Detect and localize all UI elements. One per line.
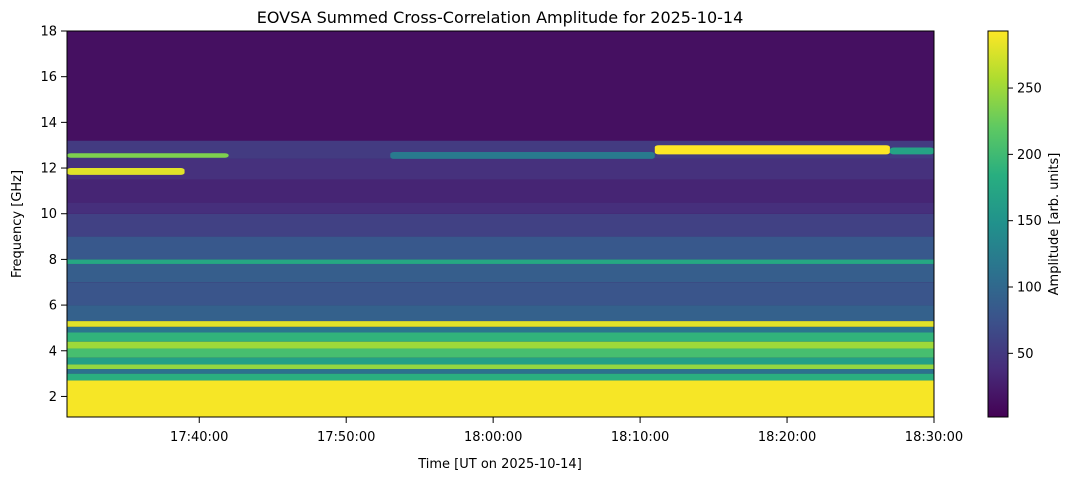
emission-feature-4 — [889, 147, 934, 155]
y-tick-label-7: 16 — [40, 70, 57, 85]
colorbar-tick-label-1: 100 — [1017, 281, 1042, 296]
y-tick-label-8: 18 — [40, 25, 57, 40]
frequency-band-8 — [67, 326, 934, 333]
x-tick-label-3: 18:10:00 — [611, 430, 669, 445]
frequency-band-17 — [67, 179, 934, 203]
colorbar-ticks: 50 100 150 200 250 — [1008, 82, 1042, 362]
colorbar-gradient — [987, 30, 1009, 418]
frequency-band-13 — [67, 259, 934, 264]
colorbar: 50 100 150 200 250 Amplitude [arb. units] — [987, 30, 1062, 418]
frequency-band-20 — [67, 31, 934, 141]
chart-title: EOVSA Summed Cross-Correlation Amplitude… — [257, 8, 744, 27]
x-tick-label-1: 17:50:00 — [317, 430, 375, 445]
frequency-band-14 — [67, 236, 934, 260]
x-axis-label: Time [UT on 2025-10-14] — [417, 457, 582, 472]
y-tick-label-5: 12 — [40, 162, 57, 177]
plot-frame — [66, 30, 935, 418]
y-tick-label-4: 10 — [40, 207, 57, 222]
x-axis-ticks: 17:40:00 17:50:00 18:00:00 18:10:00 18:20:00… — [170, 417, 963, 445]
frequency-band-15 — [67, 213, 934, 237]
frequency-band-3 — [67, 364, 934, 370]
emission-feature-1 — [67, 153, 229, 158]
frequency-band-9 — [67, 321, 934, 327]
frequency-band-0 — [67, 380, 934, 417]
frequency-band-11 — [67, 282, 934, 306]
frequency-band-7 — [67, 332, 934, 342]
y-tick-label-0: 2 — [49, 390, 57, 405]
x-tick-label-4: 18:20:00 — [758, 430, 816, 445]
x-tick-label-5: 18:30:00 — [905, 430, 963, 445]
plot-area — [66, 30, 935, 418]
emission-features — [67, 145, 934, 175]
frequency-band-5 — [67, 348, 934, 358]
frequency-band-12 — [67, 263, 934, 283]
y-axis-label: Frequency [GHz] — [10, 170, 25, 278]
y-tick-label-6: 14 — [40, 116, 57, 131]
frequency-band-1 — [67, 373, 934, 381]
emission-feature-3 — [654, 145, 890, 155]
y-tick-label-3: 8 — [49, 253, 57, 268]
x-tick-label-2: 18:00:00 — [464, 430, 522, 445]
y-tick-label-1: 4 — [49, 344, 57, 359]
colorbar-tick-label-4: 250 — [1017, 82, 1042, 97]
frequency-band-16 — [67, 202, 934, 214]
frequency-band-6 — [67, 341, 934, 349]
colorbar-tick-label-3: 200 — [1017, 148, 1042, 163]
colorbar-tick-label-0: 50 — [1017, 347, 1034, 362]
y-axis-ticks: 2 4 6 8 10 12 14 16 18 — [40, 25, 67, 405]
frequency-band-4 — [67, 357, 934, 365]
x-tick-label-0: 17:40:00 — [170, 430, 228, 445]
emission-feature-0 — [67, 168, 185, 175]
frequency-band-10 — [67, 305, 934, 322]
frequency-band-18 — [67, 158, 934, 180]
y-tick-label-2: 6 — [49, 299, 57, 314]
colorbar-tick-label-2: 150 — [1017, 214, 1042, 229]
frequency-bands — [67, 31, 934, 417]
emission-feature-2 — [390, 152, 655, 159]
frequency-band-2 — [67, 369, 934, 374]
colorbar-label: Amplitude [arb. units] — [1047, 153, 1062, 296]
